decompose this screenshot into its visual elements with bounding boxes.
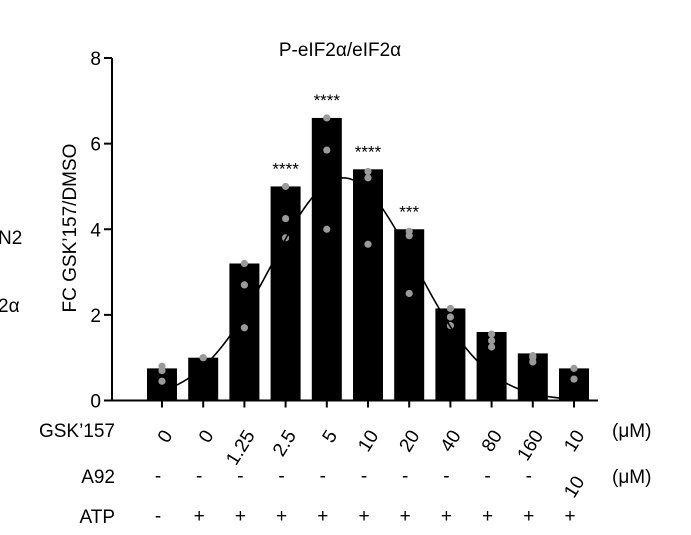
data-point	[240, 281, 248, 289]
data-point	[364, 240, 372, 248]
row-value: +	[482, 506, 493, 527]
significance-label: ****	[314, 91, 341, 110]
row-value: -	[402, 466, 408, 487]
row-value: -	[155, 506, 161, 527]
row-value: -	[237, 466, 243, 487]
data-point	[364, 174, 372, 182]
row-value: +	[317, 506, 328, 527]
cropped-label-2a: 2α	[0, 296, 20, 317]
significance-group: ***************	[272, 91, 419, 221]
data-point	[570, 364, 578, 372]
row-value: 40	[437, 427, 466, 456]
y-tick-label: 0	[90, 392, 101, 413]
data-point	[488, 343, 496, 351]
row-value: 0	[154, 427, 177, 447]
row-value: +	[235, 506, 246, 527]
bar	[188, 357, 219, 401]
row-unit: (μM)	[612, 467, 651, 488]
row-value: +	[358, 506, 369, 527]
row-value: 10	[354, 427, 383, 456]
row-value: -	[196, 466, 202, 487]
y-tick-label: 2	[90, 306, 101, 327]
row-unit: (μM)	[612, 421, 651, 442]
row-value: 2.5	[269, 427, 301, 461]
x-axis	[112, 399, 598, 408]
row-value: -	[278, 466, 284, 487]
data-point	[323, 225, 331, 233]
row-value: +	[276, 506, 287, 527]
point-group	[158, 114, 578, 385]
row-label: A92	[81, 467, 115, 488]
y-tick-label: 8	[90, 49, 101, 70]
row-value: -	[526, 466, 532, 487]
row-value: 10	[560, 473, 589, 502]
data-point	[364, 167, 372, 176]
row-value: 20	[396, 427, 425, 456]
significance-label: ****	[272, 159, 299, 178]
bar	[559, 368, 589, 401]
data-point	[570, 375, 578, 383]
row-value: 80	[478, 427, 507, 456]
row-value: +	[564, 506, 575, 527]
data-point	[240, 259, 248, 268]
significance-label: ***	[399, 202, 419, 221]
data-point	[158, 377, 166, 385]
row-value: -	[155, 466, 161, 487]
significance-label: ****	[355, 142, 382, 161]
y-tick-label: 6	[90, 135, 101, 156]
row-value: -	[484, 466, 490, 487]
data-point	[529, 358, 537, 366]
row-value: +	[194, 506, 205, 527]
row-label: GSK’157	[39, 421, 115, 442]
bar	[353, 169, 383, 401]
data-point	[488, 336, 496, 345]
row-value: +	[441, 506, 452, 527]
row-value: +	[400, 506, 411, 527]
cropped-label-n2: N2	[0, 228, 22, 249]
y-axis-label: FC GSK’157/DMSO	[60, 144, 81, 313]
data-point	[488, 330, 496, 338]
data-point	[240, 324, 248, 332]
data-point	[199, 354, 207, 362]
row-value: 160	[514, 427, 549, 465]
row-value: 5	[319, 427, 342, 447]
row-value: -	[443, 466, 449, 487]
data-point	[282, 214, 290, 223]
row-value: 1.25	[222, 427, 259, 469]
y-tick-label: 4	[90, 220, 101, 241]
data-point	[282, 182, 290, 191]
row-value: +	[523, 506, 534, 527]
row-label: ATP	[79, 507, 115, 528]
bar	[311, 117, 342, 401]
row-value: -	[361, 466, 367, 487]
data-point	[158, 366, 166, 375]
data-point	[446, 313, 454, 321]
data-point	[405, 289, 413, 298]
row-value: 0	[195, 427, 218, 447]
fit-curve	[161, 177, 575, 400]
bar	[394, 229, 425, 401]
treatment-table: GSK’157 0 0 1.25 2.5 5 10 20 40 80 160 10 (μM)A92- - -…	[39, 421, 651, 528]
data-point	[323, 146, 331, 154]
fit-curve-group	[161, 177, 575, 400]
bar-group	[147, 117, 589, 401]
data-point	[323, 114, 331, 122]
row-value: -	[320, 466, 326, 487]
y-axis: 0 2 4 6 8	[90, 49, 113, 413]
chart-title: P-eIF2α/eIF2α	[279, 40, 401, 61]
data-point	[446, 304, 454, 313]
row-value: 10	[560, 427, 589, 456]
data-point	[405, 232, 413, 240]
